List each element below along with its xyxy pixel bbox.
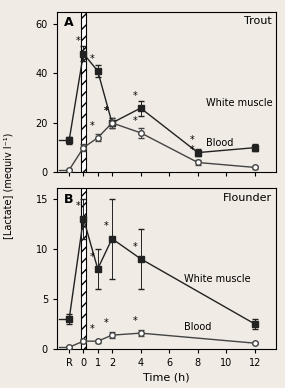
Text: *: * (190, 145, 195, 155)
Text: *: * (104, 106, 109, 116)
Text: Trout: Trout (244, 16, 272, 26)
Text: [Lactate] (mequiv l⁻¹): [Lactate] (mequiv l⁻¹) (3, 133, 14, 239)
Text: White muscle: White muscle (206, 98, 273, 108)
Text: *: * (90, 251, 95, 262)
Text: *: * (133, 242, 138, 251)
Text: Blood: Blood (206, 138, 234, 148)
Text: *: * (190, 135, 195, 146)
Text: *: * (104, 318, 109, 328)
Text: White muscle: White muscle (184, 274, 250, 284)
Text: B: B (64, 193, 73, 206)
Text: Blood: Blood (184, 322, 211, 332)
Text: *: * (76, 36, 80, 47)
Bar (81, 189, 86, 349)
Text: *: * (133, 316, 138, 326)
Text: *: * (76, 201, 80, 211)
Text: *: * (133, 91, 138, 101)
X-axis label: Time (h): Time (h) (143, 372, 190, 383)
Text: *: * (133, 116, 138, 126)
Text: *: * (104, 106, 109, 116)
Text: Flounder: Flounder (223, 193, 272, 203)
Text: *: * (104, 222, 109, 232)
Text: *: * (90, 324, 95, 334)
Bar (81, 12, 86, 172)
Text: *: * (90, 121, 95, 130)
Text: A: A (64, 16, 73, 29)
Text: *: * (90, 54, 95, 64)
